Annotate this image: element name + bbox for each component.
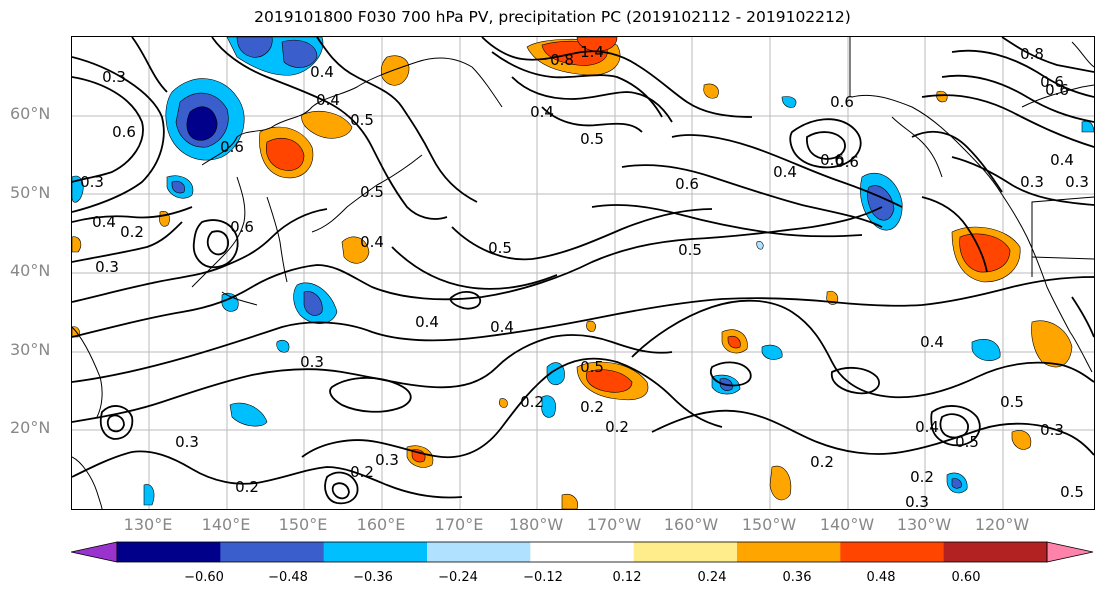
contour-label: 0.3 bbox=[1020, 173, 1044, 191]
colorbar-tick: 0.12 bbox=[612, 570, 642, 585]
contour-label: 0.2 bbox=[120, 223, 144, 241]
colorbar-tick: −0.36 bbox=[353, 570, 393, 585]
graticule bbox=[72, 37, 1094, 509]
contour-label: 0.3 bbox=[95, 258, 119, 276]
colorbar-tick: 0.24 bbox=[697, 570, 727, 585]
contour-label: 0.4 bbox=[1050, 151, 1074, 169]
contour-label: 0.2 bbox=[810, 453, 834, 471]
contour-label: 0.3 bbox=[375, 451, 399, 469]
colorbar bbox=[71, 541, 1094, 563]
lon-label-140e: 140°E bbox=[201, 515, 251, 534]
lon-label-160e: 160°E bbox=[356, 515, 406, 534]
contour-label: 0.3 bbox=[102, 68, 126, 86]
contour-label: 0.3 bbox=[175, 433, 199, 451]
contour-label: 0.5 bbox=[360, 183, 384, 201]
contour-label: 0.4 bbox=[773, 163, 797, 181]
contour-label: 0.3 bbox=[1040, 421, 1064, 439]
pv-contours bbox=[72, 37, 1094, 505]
contour-label: 0.5 bbox=[580, 130, 604, 148]
contour-label: 0.4 bbox=[530, 103, 554, 121]
contour-label: 0.4 bbox=[316, 91, 340, 109]
contour-label: 1.4 bbox=[580, 43, 604, 61]
contour-label: 0.5 bbox=[1000, 393, 1024, 411]
lon-label-140w: 140°W bbox=[819, 515, 875, 534]
contour-label: 0.6 bbox=[835, 153, 859, 171]
contour-label: 0.2 bbox=[350, 463, 374, 481]
colorbar-segment bbox=[220, 542, 325, 562]
map-panel: 0.3 0.6 0.4 1.4 0.8 0.4 0.5 0.5 0.4 0.6 0.6 0.6 0.4 0… bbox=[71, 36, 1095, 510]
colorbar-tick: −0.48 bbox=[268, 570, 308, 585]
contour-label: 0.3 bbox=[905, 493, 929, 509]
colorbar-segment bbox=[737, 542, 841, 562]
contour-label: 0.4 bbox=[310, 63, 334, 81]
contour-label: 0.5 bbox=[350, 111, 374, 129]
colorbar-outline bbox=[116, 541, 1048, 563]
precip-shading bbox=[72, 37, 1094, 509]
contour-label: 0.5 bbox=[580, 358, 604, 376]
map-title: 2019101800 F030 700 hPa PV, precipitatio… bbox=[254, 8, 851, 26]
contour-label: 0.6 bbox=[1045, 81, 1069, 99]
lat-label-30n: 30°N bbox=[10, 340, 51, 359]
contour-label: 0.2 bbox=[580, 398, 604, 416]
colorbar-tick: −0.12 bbox=[523, 570, 563, 585]
contour-label: 0.4 bbox=[490, 318, 514, 336]
contour-label: 0.3 bbox=[1065, 173, 1089, 191]
contour-label: 0.4 bbox=[360, 233, 384, 251]
colorbar-segment bbox=[323, 542, 428, 562]
contour-label: 0.2 bbox=[235, 478, 259, 496]
contour-label: 0.4 bbox=[920, 333, 944, 351]
contour-label: 0.3 bbox=[300, 353, 324, 371]
contour-label: 0.6 bbox=[675, 175, 699, 193]
contour-label: 0.2 bbox=[520, 393, 544, 411]
contour-label: 0.5 bbox=[488, 239, 512, 257]
contour-label: 0.3 bbox=[80, 173, 104, 191]
lon-label-170w: 170°W bbox=[586, 515, 642, 534]
colorbar-tick: 0.60 bbox=[951, 570, 981, 585]
colorbar-segment bbox=[117, 542, 221, 562]
colorbar-extend-low bbox=[71, 541, 118, 563]
contour-label: 0.8 bbox=[550, 51, 574, 69]
lon-label-120w: 120°W bbox=[974, 515, 1030, 534]
lon-label-180w: 180°W bbox=[508, 515, 564, 534]
lon-label-160w: 160°W bbox=[663, 515, 719, 534]
lat-label-40n: 40°N bbox=[10, 261, 51, 280]
contour-label: 0.4 bbox=[415, 313, 439, 331]
lon-label-130w: 130°W bbox=[896, 515, 952, 534]
lat-label-50n: 50°N bbox=[10, 183, 51, 202]
lon-label-150e: 150°E bbox=[278, 515, 328, 534]
contour-label: 0.4 bbox=[915, 418, 939, 436]
contour-labels: 0.30.60.41.40.80.40.50.50.40.60.60.6 0.40… bbox=[80, 43, 1089, 509]
contour-label: 0.6 bbox=[820, 151, 844, 169]
lon-label-130e: 130°E bbox=[123, 515, 173, 534]
colorbar-segment bbox=[840, 542, 945, 562]
contour-label: 0.2 bbox=[605, 418, 629, 436]
colorbar-segment bbox=[530, 542, 635, 562]
contour-label: 0.6 bbox=[112, 123, 136, 141]
contour-label: 0.6 bbox=[830, 93, 854, 111]
contour-label: 0.6 bbox=[230, 218, 254, 236]
colorbar-tick: −0.60 bbox=[184, 570, 224, 585]
contour-label: 0.4 bbox=[92, 213, 116, 231]
colorbar-tick: 0.36 bbox=[782, 570, 812, 585]
colorbar-extend-high bbox=[1046, 541, 1094, 563]
contour-label: 0.5 bbox=[678, 241, 702, 259]
contour-label: 0.5 bbox=[1060, 483, 1084, 501]
colorbar-tick: −0.24 bbox=[438, 570, 478, 585]
lat-label-60n: 60°N bbox=[10, 104, 51, 123]
contour-label: 0.5 bbox=[955, 433, 979, 451]
lon-label-170e: 170°E bbox=[434, 515, 484, 534]
colorbar-segment bbox=[427, 542, 531, 562]
contour-label: 0.2 bbox=[910, 468, 934, 486]
coastlines bbox=[72, 37, 1094, 509]
lon-label-150w: 150°W bbox=[741, 515, 797, 534]
colorbar-tick: 0.48 bbox=[866, 570, 896, 585]
contour-label: 0.8 bbox=[1020, 45, 1044, 63]
contour-label: 0.6 bbox=[220, 138, 244, 156]
contour-label: 0.6 bbox=[1040, 73, 1064, 91]
lat-label-20n: 20°N bbox=[10, 418, 51, 437]
map-plot: 0.30.60.41.40.80.40.50.50.40.60.60.6 0.40… bbox=[72, 37, 1094, 509]
colorbar-segment bbox=[633, 542, 738, 562]
colorbar-segment bbox=[943, 542, 1048, 562]
